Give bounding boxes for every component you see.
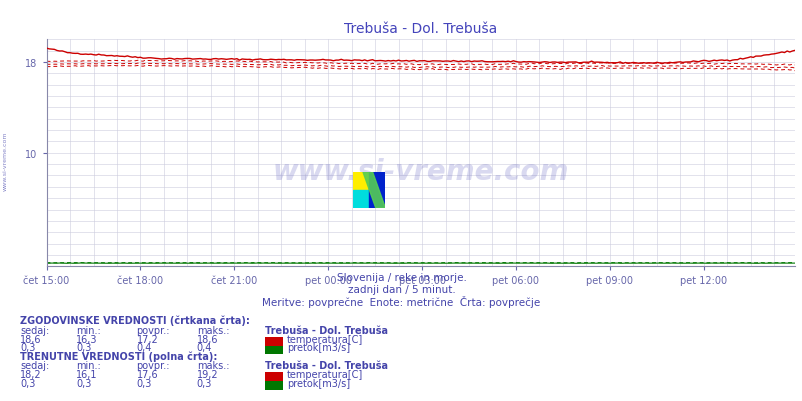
Polygon shape (353, 172, 369, 190)
Text: Trebuša - Dol. Trebuša: Trebuša - Dol. Trebuša (265, 360, 387, 370)
Text: min.:: min.: (76, 360, 101, 370)
Text: 0,3: 0,3 (136, 378, 152, 388)
Text: povpr.:: povpr.: (136, 360, 170, 370)
Text: min.:: min.: (76, 325, 101, 335)
Text: www.si-vreme.com: www.si-vreme.com (3, 131, 8, 190)
Text: maks.:: maks.: (196, 360, 229, 370)
Text: 0,3: 0,3 (196, 378, 212, 388)
Text: ZGODOVINSKE VREDNOSTI (črtkana črta):: ZGODOVINSKE VREDNOSTI (črtkana črta): (20, 314, 249, 325)
Text: 16,1: 16,1 (76, 369, 98, 379)
Text: Trebuša - Dol. Trebuša: Trebuša - Dol. Trebuša (265, 325, 387, 335)
Text: Slovenija / reke in morje.: Slovenija / reke in morje. (336, 273, 466, 283)
Text: Meritve: povprečne  Enote: metrične  Črta: povprečje: Meritve: povprečne Enote: metrične Črta:… (262, 295, 540, 307)
Text: pretok[m3/s]: pretok[m3/s] (286, 342, 350, 352)
Text: www.si-vreme.com: www.si-vreme.com (272, 158, 569, 186)
Polygon shape (369, 172, 385, 209)
Text: 17,2: 17,2 (136, 334, 158, 344)
Text: 18,6: 18,6 (196, 334, 218, 344)
Text: TRENUTNE VREDNOSTI (polna črta):: TRENUTNE VREDNOSTI (polna črta): (20, 351, 217, 361)
Text: 18,2: 18,2 (20, 369, 42, 379)
Text: 0,3: 0,3 (20, 378, 35, 388)
Text: 19,2: 19,2 (196, 369, 218, 379)
Text: 0,4: 0,4 (196, 342, 212, 352)
Text: 16,3: 16,3 (76, 334, 98, 344)
Polygon shape (363, 172, 385, 209)
Text: 0,3: 0,3 (76, 378, 91, 388)
Text: zadnji dan / 5 minut.: zadnji dan / 5 minut. (347, 285, 455, 295)
Text: temperatura[C]: temperatura[C] (286, 369, 363, 379)
Text: 0,3: 0,3 (76, 342, 91, 352)
Text: sedaj:: sedaj: (20, 360, 49, 370)
Title: Trebuša - Dol. Trebuša: Trebuša - Dol. Trebuša (344, 22, 496, 36)
Text: sedaj:: sedaj: (20, 325, 49, 335)
Text: povpr.:: povpr.: (136, 325, 170, 335)
Text: 17,6: 17,6 (136, 369, 158, 379)
Text: 0,3: 0,3 (20, 342, 35, 352)
Text: pretok[m3/s]: pretok[m3/s] (286, 378, 350, 388)
Text: 0,4: 0,4 (136, 342, 152, 352)
Text: maks.:: maks.: (196, 325, 229, 335)
Text: temperatura[C]: temperatura[C] (286, 334, 363, 344)
Text: 18,6: 18,6 (20, 334, 42, 344)
Polygon shape (353, 190, 369, 209)
